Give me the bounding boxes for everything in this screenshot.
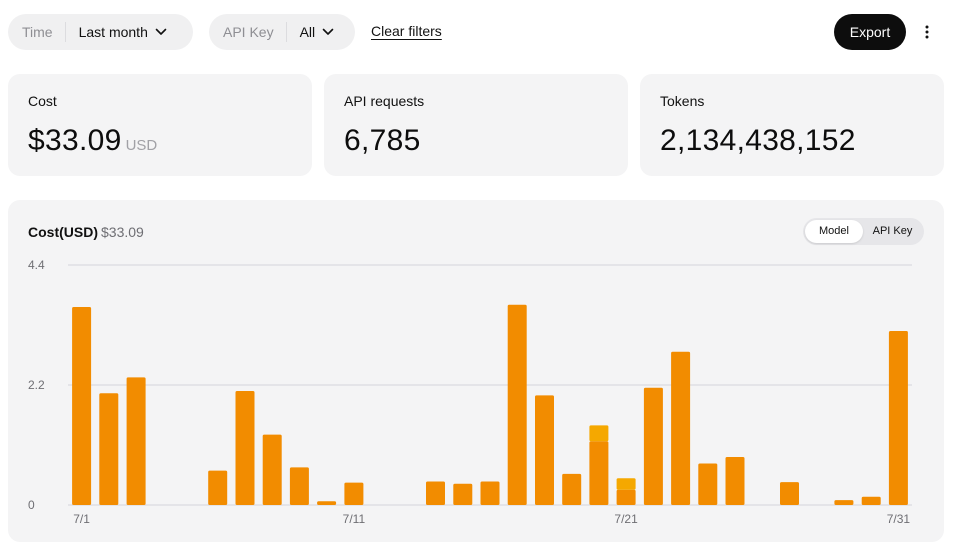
- cost-label: Cost: [28, 93, 57, 109]
- api-requests-value: 6,785: [344, 124, 421, 157]
- cost-value-row: $33.09 USD: [28, 124, 157, 158]
- bar[interactable]: [780, 482, 799, 505]
- bar[interactable]: [888, 331, 908, 505]
- cost-unit: USD: [125, 137, 158, 154]
- api-requests-label: API requests: [344, 93, 425, 109]
- api-requests-card: API requests 6,785: [324, 74, 628, 176]
- chart-total: $33.09: [101, 224, 144, 240]
- bar[interactable]: [562, 473, 582, 505]
- y-tick-label: 4.4: [28, 258, 45, 272]
- chart-title-row: Cost(USD) $33.09: [28, 224, 144, 240]
- y-tick-label: 2.2: [28, 378, 45, 392]
- cost-card: Cost $33.09 USD: [8, 74, 312, 176]
- bar[interactable]: [589, 425, 609, 442]
- more-vertical-icon[interactable]: [917, 20, 937, 44]
- bar[interactable]: [208, 470, 228, 505]
- bar[interactable]: [99, 393, 119, 505]
- time-filter-label: Time: [8, 22, 66, 42]
- bar[interactable]: [535, 395, 554, 505]
- api-key-filter-label: API Key: [209, 22, 287, 42]
- clear-filters-link[interactable]: Clear filters: [371, 23, 442, 39]
- cost-chart-panel: 0 2.2 4.4 7/1 7/11 7/21 7/31 Cost(USD) $33.09 M…: [8, 200, 944, 542]
- chevron-down-icon: [315, 14, 341, 50]
- export-button[interactable]: Export: [834, 14, 906, 50]
- bar[interactable]: [589, 441, 609, 505]
- group-by-toggle: Model API Key: [803, 218, 924, 245]
- x-tick-label: 7/1: [73, 512, 90, 526]
- bar[interactable]: [235, 391, 255, 505]
- x-tick-label: 7/21: [614, 512, 638, 526]
- bar[interactable]: [725, 457, 745, 505]
- bar[interactable]: [643, 387, 663, 505]
- bar[interactable]: [344, 482, 364, 505]
- bar[interactable]: [671, 351, 691, 505]
- bar[interactable]: [72, 307, 92, 505]
- bar[interactable]: [453, 483, 473, 505]
- toggle-api-key[interactable]: API Key: [872, 225, 913, 237]
- x-tick-label: 7/11: [343, 512, 366, 526]
- bar[interactable]: [507, 304, 527, 505]
- x-tick-label: 7/31: [887, 512, 911, 526]
- bar[interactable]: [616, 478, 636, 490]
- bar[interactable]: [289, 467, 309, 505]
- bar[interactable]: [126, 377, 146, 505]
- cost-value: $33.09: [28, 124, 122, 157]
- time-filter-dropdown[interactable]: Time Last month: [8, 14, 193, 50]
- chevron-down-icon: [148, 14, 174, 50]
- filter-toolbar: Time Last month API Key All Clear filter…: [8, 14, 942, 50]
- tokens-card: Tokens 2,134,438,152: [640, 74, 944, 176]
- api-key-filter-value: All: [299, 24, 316, 40]
- y-tick-label: 0: [28, 498, 35, 512]
- toggle-model[interactable]: Model: [805, 220, 863, 243]
- bar[interactable]: [317, 501, 337, 505]
- cost-bar-chart: 0 2.2 4.4 7/1 7/11 7/21 7/31: [28, 258, 912, 526]
- bar[interactable]: [426, 481, 445, 506]
- tokens-value: 2,134,438,152: [660, 124, 856, 157]
- api-key-filter-dropdown[interactable]: API Key All: [209, 14, 355, 50]
- bar[interactable]: [262, 434, 282, 505]
- bar[interactable]: [698, 463, 718, 506]
- bar[interactable]: [834, 500, 854, 505]
- time-filter-value: Last month: [78, 24, 148, 40]
- chart-title: Cost(USD): [28, 224, 98, 240]
- bar[interactable]: [861, 496, 881, 505]
- bar[interactable]: [480, 481, 500, 506]
- tokens-label: Tokens: [660, 93, 705, 109]
- bar[interactable]: [616, 489, 636, 505]
